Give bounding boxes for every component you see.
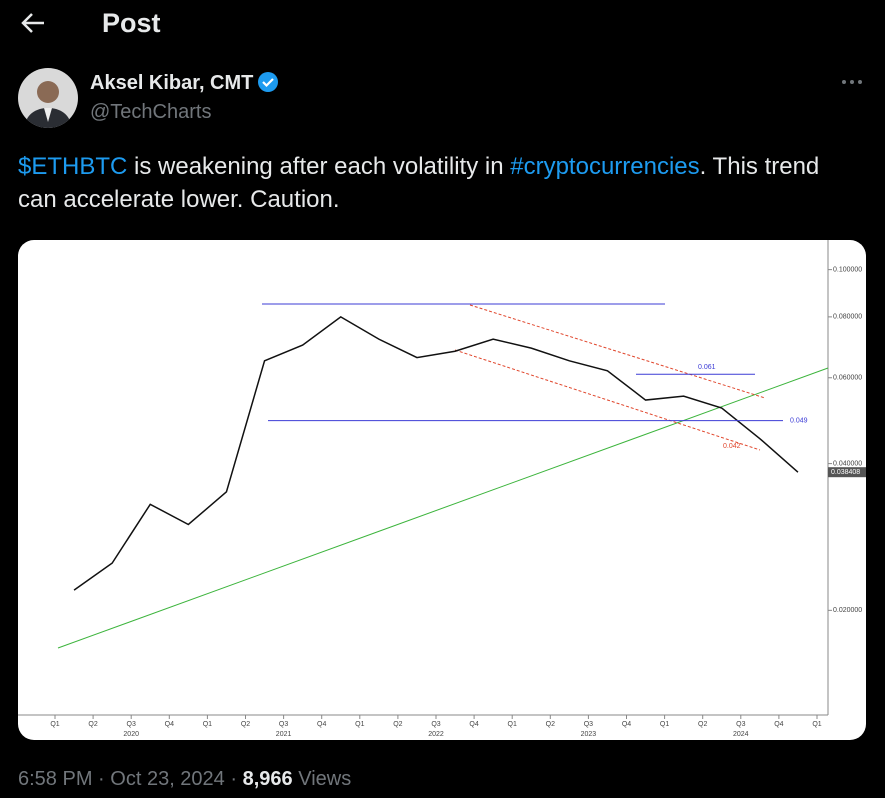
text: is weakening after each volatility in [127,153,511,180]
last-price-box [828,467,866,478]
avatar[interactable] [18,68,78,128]
x-tick-label: Q2 [546,721,555,728]
x-tick-label: Q3 [431,721,440,728]
year-label: 2022 [428,731,444,738]
last-price-label: 0.038408 [831,469,860,476]
x-tick-label: Q4 [469,721,478,728]
hashtag[interactable]: #cryptocurrencies [510,153,700,180]
x-tick-label: Q1 [203,721,212,728]
year-label: 2023 [581,731,597,738]
y-tick-label: 0.080000 [833,314,862,321]
x-tick-label: Q3 [584,721,593,728]
text: . This trend can accelerate lower. Cauti… [18,153,820,213]
x-tick-label: Q3 [127,721,136,728]
date[interactable]: Oct 23, 2024 [110,768,225,790]
post-text: $ETHBTC is weakening after each volatili… [18,150,858,216]
price-line [73,315,799,591]
view-count: 8,966 [242,768,293,790]
x-tick-label: Q1 [508,721,517,728]
time[interactable]: 6:58 PM [18,768,93,790]
x-tick-label: Q3 [279,721,288,728]
x-tick-label: Q2 [88,721,97,728]
level-label: 0.049 [790,417,808,424]
views-label: Views [298,768,352,790]
x-tick-label: Q2 [393,721,402,728]
verified-badge [258,72,279,92]
year-label: 2020 [123,731,139,738]
back-arrow[interactable] [20,10,46,36]
header-title: Post [102,8,161,38]
y-tick-label: 0.040000 [833,460,862,467]
x-tick-label: Q1 [50,721,59,728]
level-label: 0.042 [723,443,741,450]
author-name-text[interactable]: Aksel Kibar, CMT [90,72,254,94]
trendline [57,367,829,649]
x-tick-label: Q2 [241,721,250,728]
x-tick-label: Q4 [774,721,783,728]
chart-image[interactable]: 0.020000 0.040000 0.060000 0.080000 0.100000… [18,240,866,740]
more-button[interactable] [840,76,864,88]
author-handle[interactable]: @TechCharts [90,101,212,123]
channel-lower [454,349,761,451]
x-tick-label: Q4 [317,721,326,728]
separator: · [98,768,105,790]
x-tick-label: Q1 [812,721,821,728]
year-label: 2021 [276,731,292,738]
separator: · [230,768,238,790]
level-label: 0.061 [698,364,716,371]
author-name[interactable]: Aksel Kibar, CMT [90,71,279,95]
y-tick-label: 0.020000 [833,607,862,614]
x-tick-label: Q2 [698,721,707,728]
x-tick-label: Q1 [355,721,364,728]
y-tick-label: 0.060000 [833,375,862,382]
year-label: 2024 [733,731,749,738]
cashtag[interactable]: $ETHBTC [18,153,128,180]
x-tick-label: Q3 [736,721,745,728]
x-tick-label: Q1 [660,721,669,728]
x-tick-label: Q4 [622,721,631,728]
footer: 6:58 PM · Oct 23, 2024 · 8,966 Views [18,768,351,791]
y-tick-label: 0.100000 [833,266,862,273]
channel-upper [469,304,766,399]
x-tick-label: Q4 [165,721,174,728]
